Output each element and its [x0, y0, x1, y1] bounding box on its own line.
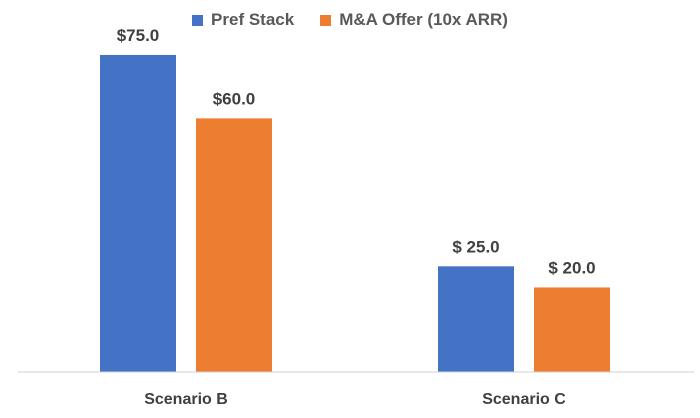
data-label-ma-offer-scenario-c: $ 20.0 — [548, 258, 595, 277]
legend-swatch-ma-offer — [320, 14, 332, 26]
legend-item-ma-offer: M&A Offer (10x ARR) — [320, 10, 508, 30]
data-label-pref-stack-scenario-b: $75.0 — [117, 26, 160, 45]
bar-ma-offer-scenario-b — [196, 118, 272, 372]
legend-swatch-pref-stack — [192, 14, 204, 26]
category-label-scenario-b: Scenario B — [144, 391, 228, 408]
data-labels-group: $75.0 $60.0 $ 25.0 $ 20.0 — [117, 26, 596, 278]
legend-label-pref-stack: Pref Stack — [211, 10, 295, 29]
legend-item-pref-stack: Pref Stack — [192, 10, 294, 30]
data-label-ma-offer-scenario-b: $60.0 — [213, 89, 256, 108]
legend-label-ma-offer: M&A Offer (10x ARR) — [339, 10, 508, 29]
bar-pref-stack-scenario-b — [100, 54, 176, 373]
bar-ma-offer-scenario-c — [534, 287, 610, 372]
chart-legend: Pref Stack M&A Offer (10x ARR) — [0, 10, 700, 30]
bar-pref-stack-scenario-c — [438, 266, 514, 372]
bars-group — [100, 54, 610, 373]
category-label-scenario-c: Scenario C — [482, 391, 566, 408]
category-labels-group: Scenario B Scenario C — [144, 391, 566, 408]
data-label-pref-stack-scenario-c: $ 25.0 — [452, 237, 499, 256]
